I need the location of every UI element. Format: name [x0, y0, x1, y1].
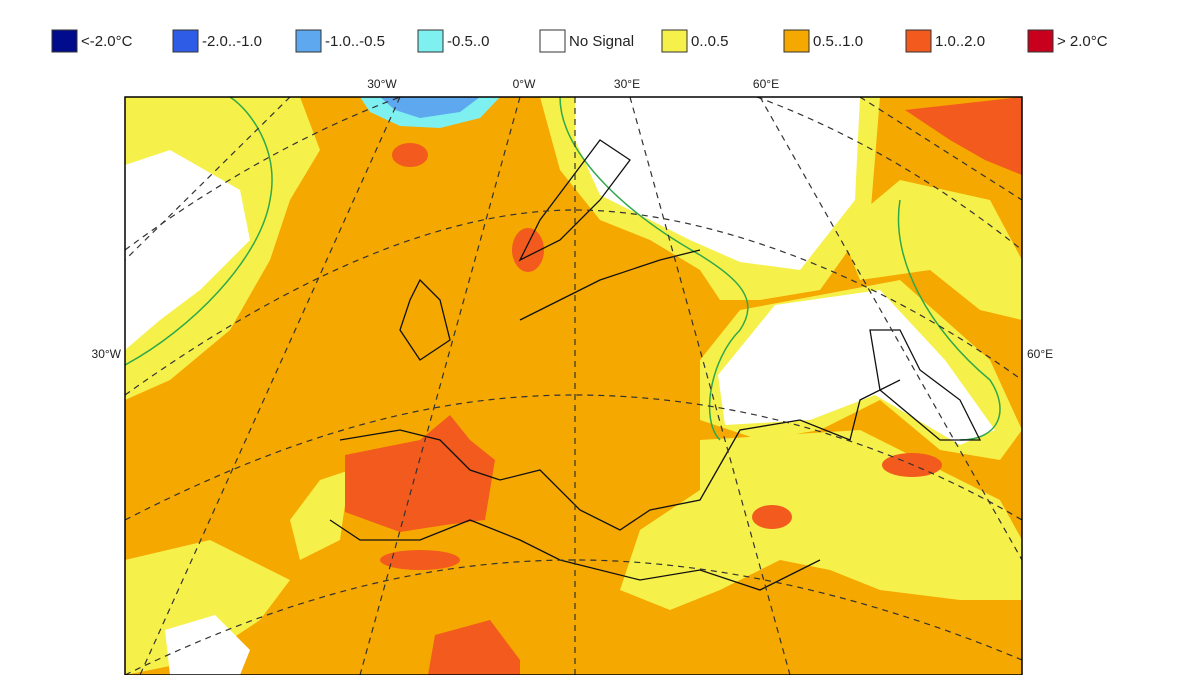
legend-item: -0.5..0	[417, 29, 490, 53]
coastline	[399, 139, 701, 361]
legend-swatch	[661, 29, 688, 53]
no-signal-zone	[125, 97, 995, 675]
graticule	[125, 97, 1022, 675]
legend-label: No Signal	[569, 33, 634, 50]
graticule-label: 30°E	[614, 77, 640, 91]
legend-swatch	[51, 29, 78, 53]
warm-zone	[345, 97, 1022, 675]
legend-swatch	[295, 29, 322, 53]
legend-item: 0.5..1.0	[783, 29, 863, 53]
graticule-label: 30°W	[367, 77, 397, 91]
legend-item: -2.0..-1.0	[172, 29, 262, 53]
legend-swatch	[539, 29, 566, 53]
coastline	[869, 329, 982, 441]
legend-label: > 2.0°C	[1057, 33, 1108, 50]
legend-label: -0.5..0	[447, 33, 490, 50]
legend-swatch	[417, 29, 444, 53]
graticule-label: 60°E	[753, 77, 779, 91]
contour	[897, 199, 1001, 441]
legend-swatch	[905, 29, 932, 53]
coastline	[339, 379, 901, 531]
legend-label: 0..0.5	[691, 33, 729, 50]
legend-item: <-2.0°C	[51, 29, 133, 53]
graticule-label: 0°W	[513, 77, 536, 91]
cool-zone	[380, 97, 480, 118]
legend-item: 0..0.5	[661, 29, 729, 53]
legend-item: > 2.0°C	[1027, 29, 1108, 53]
legend-item: 1.0..2.0	[905, 29, 985, 53]
legend-label: 0.5..1.0	[813, 33, 863, 50]
legend-swatch	[1027, 29, 1054, 53]
legend-label: -1.0..-0.5	[325, 33, 385, 50]
coastline	[329, 519, 821, 591]
legend-swatch	[783, 29, 810, 53]
legend: <-2.0°C -2.0..-1.0 -1.0..-0.5 -0.5..0 No Sig…	[51, 29, 1108, 53]
contour	[559, 97, 749, 441]
map	[125, 97, 1022, 675]
legend-swatch	[172, 29, 199, 53]
contour	[125, 97, 273, 366]
graticule-label: 30°W	[92, 347, 122, 361]
graticule-label: 60°E	[1027, 347, 1053, 361]
legend-item: -1.0..-0.5	[295, 29, 385, 53]
legend-label: 1.0..2.0	[935, 33, 985, 50]
legend-label: <-2.0°C	[81, 33, 133, 50]
legend-item: No Signal	[539, 29, 634, 53]
map-frame	[124, 96, 1023, 675]
legend-label: -2.0..-1.0	[202, 33, 262, 50]
